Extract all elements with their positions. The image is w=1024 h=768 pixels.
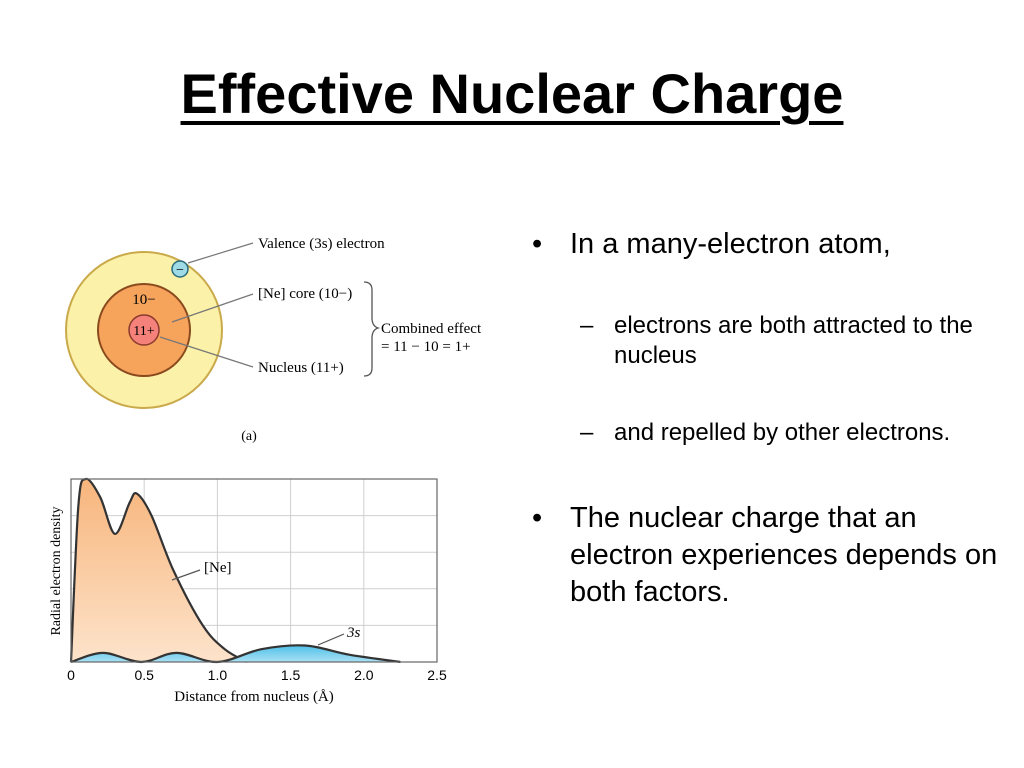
combined-effect-equation: = 11 − 10 = 1+ [381, 339, 471, 355]
combined-brace [363, 281, 381, 377]
x-tick-label: 2.0 [354, 667, 374, 683]
series-area-3s [71, 645, 401, 663]
x-tick-label: 0 [67, 667, 75, 683]
electron-symbol: − [176, 263, 184, 278]
ne-series-label: [Ne] [204, 560, 231, 576]
valence-label: Valence (3s) electron [258, 236, 385, 252]
radial-density-chart: 0 0.5 1.0 1.5 2.0 2.5 Distance from nucleus (… [49, 477, 447, 705]
nucleus-leader-line [159, 336, 254, 368]
valence-leader-line [187, 242, 254, 264]
nucleus-circle [128, 314, 160, 346]
y-axis-label: Radial electron density [49, 506, 64, 635]
atom-diagram: − 10− 11+ Valence (3s) electron [Ne] cor… [65, 236, 482, 444]
sub-bullet-item: – electrons are both attracted to the nu… [532, 311, 1002, 371]
3s-series-leader [317, 633, 345, 646]
x-axis-label: Distance from nucleus (Å) [174, 689, 334, 705]
core-charge-label: 10− [132, 292, 155, 308]
sub-bullet-text: and repelled by other electrons. [614, 419, 951, 446]
bullet-text: In a many-electron atom, [570, 228, 891, 260]
x-tick-label: 1.0 [208, 667, 228, 683]
series-line-ne [69, 477, 248, 663]
sub-bullet-marker: – [580, 419, 594, 446]
combined-effect-label: Combined effect [381, 321, 482, 337]
x-tick-label: 0.5 [134, 667, 154, 683]
3s-series-label: 3s [346, 625, 361, 641]
plot-frame [70, 478, 438, 663]
bullet-item: • In a many-electron atom, [532, 226, 1002, 263]
nucleus-label: Nucleus (11+) [258, 360, 344, 376]
bullet-marker: • [532, 228, 543, 260]
slide-title: Effective Nuclear Charge [180, 62, 844, 125]
x-tick-labels: 0 0.5 1.0 1.5 2.0 2.5 [67, 667, 447, 683]
bullet-list: • In a many-electron atom, – electrons a… [532, 226, 1002, 611]
nucleus-charge-label: 11+ [133, 324, 154, 339]
sub-bullet-text: electrons are both attracted to the nucl… [614, 312, 973, 369]
x-tick-label: 2.5 [427, 667, 447, 683]
bullet-marker: • [532, 502, 543, 534]
x-tick-label: 1.5 [281, 667, 301, 683]
ne-series-leader [171, 569, 201, 581]
bullet-item: • The nuclear charge that an electron ex… [532, 500, 1002, 611]
sub-bullet-item: – and repelled by other electrons. [532, 418, 1002, 448]
core-leader-line [171, 293, 254, 323]
figure-panel: − 10− 11+ Valence (3s) electron [Ne] cor… [49, 236, 482, 705]
panel-label: (a) [241, 429, 257, 444]
valence-electron [171, 260, 189, 278]
bullet-text: The nuclear charge that an electron expe… [570, 502, 998, 608]
core-label: [Ne] core (10−) [258, 286, 352, 302]
sub-bullet-marker: – [580, 312, 594, 339]
series-area-ne [71, 478, 247, 662]
